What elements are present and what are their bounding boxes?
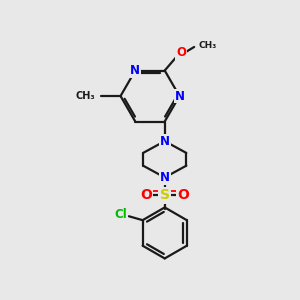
- Text: N: N: [174, 89, 184, 103]
- Text: N: N: [160, 171, 170, 184]
- Text: CH₃: CH₃: [75, 91, 95, 101]
- Text: O: O: [140, 188, 152, 202]
- Text: O: O: [177, 188, 189, 202]
- Text: Cl: Cl: [115, 208, 128, 221]
- Text: N: N: [160, 135, 170, 148]
- Text: CH₃: CH₃: [198, 40, 216, 50]
- Text: O: O: [176, 46, 186, 59]
- Text: N: N: [130, 64, 140, 77]
- Text: S: S: [160, 188, 170, 202]
